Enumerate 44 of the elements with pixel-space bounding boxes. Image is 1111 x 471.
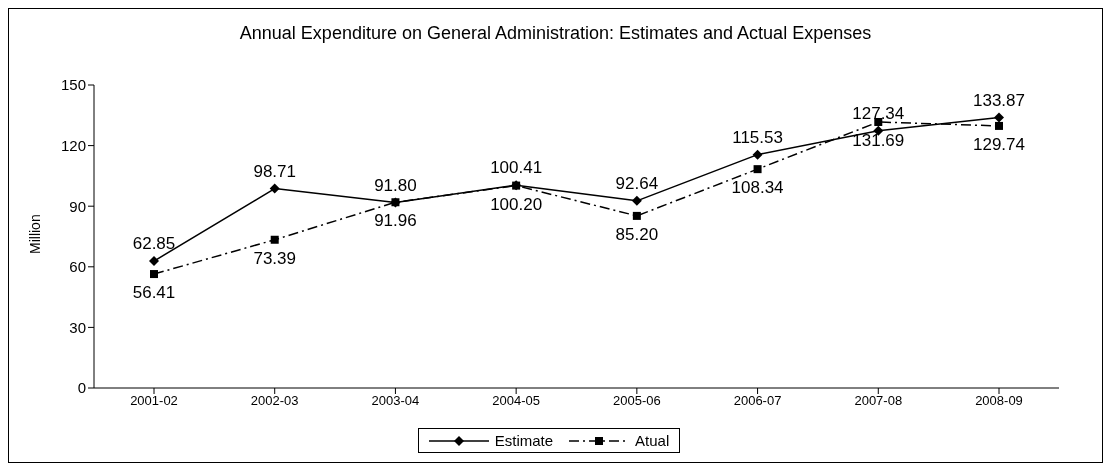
data-label: 100.20 [490, 194, 543, 214]
x-tick-label: 2006-07 [733, 393, 782, 409]
y-tick-label: 0 [77, 379, 86, 397]
point [631, 195, 642, 206]
data-label: 92.64 [615, 173, 659, 193]
x-tick-label: 2005-06 [613, 393, 661, 409]
data-label: 91.96 [374, 211, 417, 231]
point [269, 183, 280, 194]
data-label: 115.53 [732, 127, 783, 147]
point [149, 256, 159, 267]
point [753, 165, 762, 174]
y-tick-label: 60 [69, 258, 86, 276]
data-label: 108.34 [731, 178, 784, 198]
point [632, 211, 641, 220]
legend-label: Estimate [493, 432, 554, 449]
x-tick-label: 2007-08 [854, 393, 903, 409]
data-label: 133.87 [973, 90, 1025, 110]
y-tick-label: 90 [69, 197, 86, 215]
x-tick-label: 2001-02 [130, 393, 178, 409]
y-axis-title: Million [27, 214, 43, 254]
data-label: 56.41 [132, 283, 176, 303]
point [994, 112, 1004, 123]
y-tick-label: 120 [60, 136, 86, 154]
data-label: 131.69 [852, 131, 905, 151]
chart-title: Annual Expenditure on General Administration: Estimates and Actual Expenses [238, 22, 873, 45]
data-label: 127.34 [852, 103, 905, 123]
data-label: 85.20 [615, 224, 659, 244]
data-label: 73.39 [253, 248, 296, 268]
point [995, 121, 1003, 130]
x-tick-label: 2002-03 [250, 393, 299, 409]
x-tick-label: 2004-05 [492, 393, 540, 409]
point [752, 149, 763, 160]
x-tick-label: 2008-09 [975, 393, 1023, 409]
data-label: 100.41 [490, 158, 543, 178]
data-label: 129.74 [973, 135, 1025, 154]
data-label: 62.85 [132, 234, 176, 254]
y-tick-label: 150 [60, 76, 86, 94]
point [150, 270, 158, 279]
data-label: 91.80 [374, 175, 417, 195]
y-tick-label: 30 [69, 318, 86, 336]
data-label: 98.71 [253, 161, 296, 181]
point [270, 235, 279, 244]
legend-label: Atual [634, 432, 670, 449]
x-tick-label: 2003-04 [371, 393, 420, 409]
